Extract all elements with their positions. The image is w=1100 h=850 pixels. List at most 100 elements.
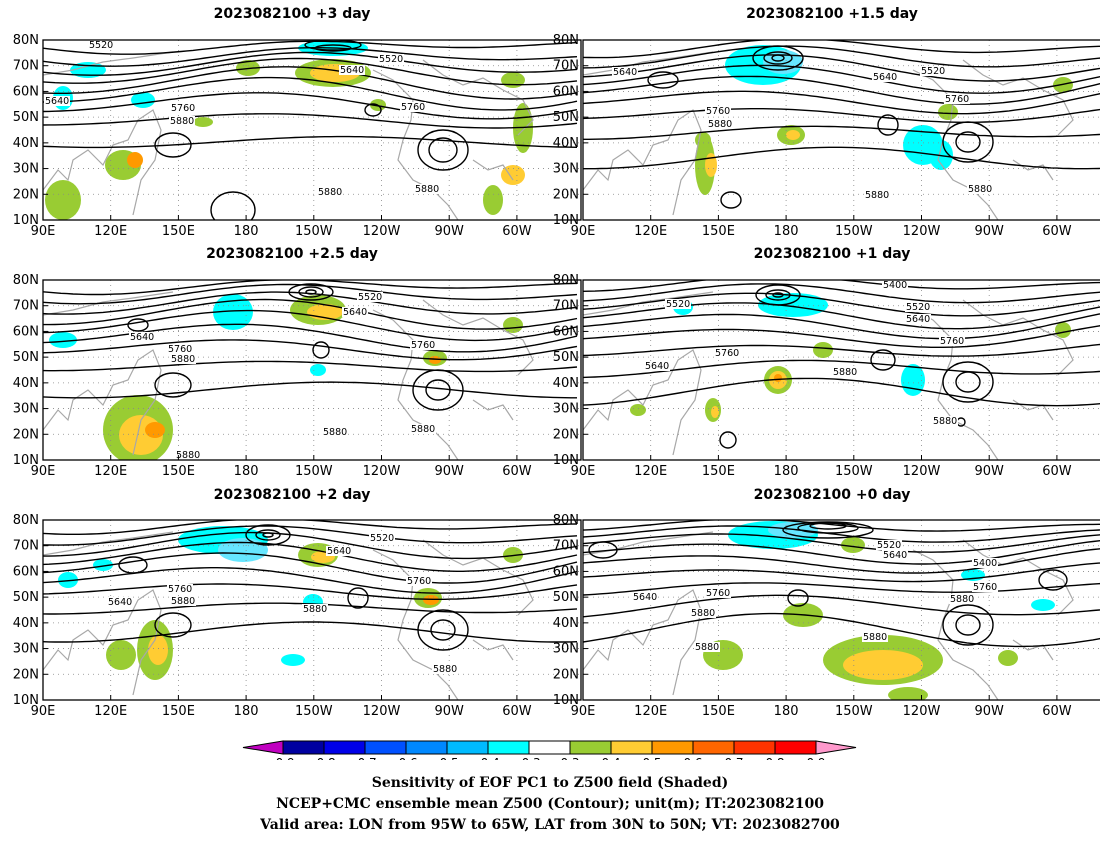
z500-contour	[43, 360, 578, 373]
latitude-label: 60N	[13, 84, 39, 99]
panel-title: 2023082100 +3 day	[213, 6, 371, 22]
latitude-label: 60N	[13, 324, 39, 339]
sensitivity-shading	[45, 180, 81, 220]
z500-contour	[127, 318, 149, 332]
z500-contour	[210, 191, 256, 220]
contour-label: 5880	[415, 184, 439, 195]
contour-label: 5760	[401, 102, 425, 113]
longitude-label: 180	[234, 464, 259, 479]
latitude-label: 40N	[553, 136, 579, 151]
colorbar-cell	[364, 740, 407, 755]
latitude-label: 40N	[553, 376, 579, 391]
latitude-label: 60N	[13, 564, 39, 579]
colorbar-cell	[242, 740, 284, 755]
figure-canvas: 5520 5640 5520 5640 5760 5880 5760 5880 5880 80N 7…	[13, 33, 1100, 760]
contour-label: 5760	[706, 588, 730, 599]
colorbar-label: -0.3	[517, 756, 540, 760]
longitude-label: 120E	[94, 704, 127, 719]
z500-contour	[347, 587, 369, 609]
longitude-label: 120W	[363, 464, 401, 479]
z500-contour	[752, 45, 804, 71]
sensitivity-shading	[774, 374, 782, 382]
colorbar-cell	[405, 740, 448, 755]
longitude-label: 120W	[903, 704, 941, 719]
colorbar-cell	[651, 740, 694, 755]
longitude-label: 60W	[502, 704, 532, 719]
latitude-label: 20N	[13, 187, 39, 202]
z500-contour	[314, 44, 352, 52]
z500-contour	[942, 121, 994, 163]
caption-line-2: NCEP+CMC ensemble mean Z500 (Contour); u…	[276, 796, 824, 812]
latitude-label: 80N	[13, 273, 39, 288]
colorbar-label: -0.8	[312, 756, 335, 760]
sensitivity-shading	[423, 595, 439, 605]
contour-label: 5760	[706, 106, 730, 117]
latitude-label: 80N	[13, 513, 39, 528]
z500-contour	[43, 309, 578, 342]
z500-contour	[43, 76, 578, 111]
z500-contour	[647, 71, 679, 89]
sensitivity-shading	[483, 185, 503, 215]
longitude-label: 90W	[974, 704, 1004, 719]
sensitivity-shading	[93, 559, 113, 571]
sensitivity-shading	[503, 317, 523, 333]
z500-contour	[583, 40, 1100, 59]
latitude-label: 70N	[553, 299, 579, 314]
sensitivity-shading	[711, 406, 719, 418]
z500-contour	[583, 45, 1100, 69]
sensitivity-shading	[695, 132, 711, 148]
contour-label: 5880	[863, 632, 887, 643]
latitude-label: 80N	[553, 33, 579, 48]
latitude-label: 50N	[13, 110, 39, 125]
z500-contour	[417, 129, 469, 171]
sensitivity-shading	[429, 356, 441, 364]
latitude-label: 40N	[13, 136, 39, 151]
latitude-label: 80N	[553, 273, 579, 288]
z500-contour	[43, 51, 578, 76]
map-panel: 5520 5640 5520 5640 5760 5880 5760 5880 5880 80N 7…	[13, 33, 582, 239]
contour-label: 5640	[906, 314, 930, 325]
colorbar-label: 0.4	[601, 756, 620, 760]
z500-contour	[755, 284, 801, 306]
contour-label: 5880	[865, 190, 889, 201]
z500-contour	[298, 286, 324, 298]
contour-label: 5520	[89, 40, 113, 51]
contour-label: 5520	[921, 66, 945, 77]
latitude-label: 10N	[13, 453, 39, 468]
colorbar-cell	[487, 740, 530, 755]
z500-contour	[255, 529, 281, 541]
z500-contour	[43, 531, 578, 560]
z500-contour	[43, 381, 577, 399]
contour-label: 5640	[108, 597, 132, 608]
sensitivity-shading	[705, 153, 717, 177]
z500-contour	[364, 103, 382, 117]
latitude-label: 30N	[13, 642, 39, 657]
z500-contour	[955, 614, 981, 636]
sensitivity-shading	[145, 422, 165, 438]
colorbar-label: -0.4	[476, 756, 499, 760]
contour-label: 5640	[645, 361, 669, 372]
z500-contour	[765, 289, 791, 301]
longitude-label: 90E	[571, 224, 596, 239]
z500-contour	[412, 369, 464, 411]
contour-label: 5520	[877, 540, 901, 551]
colorbar-cell	[815, 740, 857, 755]
latitude-label: 50N	[553, 110, 579, 125]
sensitivity-shading	[786, 130, 800, 140]
contour-label: 5520	[666, 299, 690, 310]
longitude-label: 60W	[1042, 224, 1072, 239]
contour-label: 5880	[323, 427, 347, 438]
longitude-label: 90W	[434, 224, 464, 239]
z500-contour	[870, 349, 896, 371]
colorbar-cell	[733, 740, 776, 755]
longitude-label: 150W	[835, 704, 873, 719]
sensitivity-shading	[843, 650, 923, 680]
longitude-label: 90W	[434, 704, 464, 719]
contour-label: 5880	[708, 119, 732, 130]
z500-contour	[43, 541, 578, 572]
contour-label: 5880	[950, 594, 974, 605]
z500-contour	[583, 283, 1100, 304]
sensitivity-shading	[813, 342, 833, 358]
latitude-label: 10N	[553, 693, 579, 708]
